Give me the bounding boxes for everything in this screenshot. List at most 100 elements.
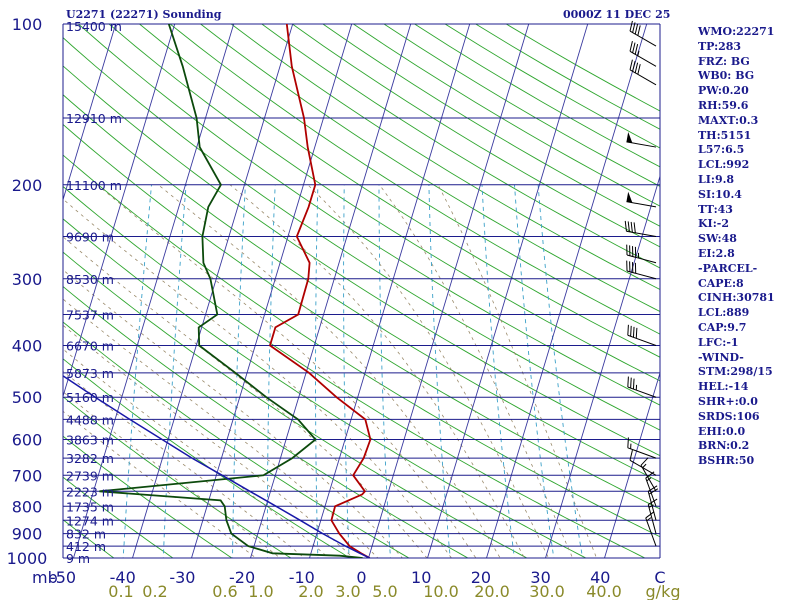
height-label: 3282 m [66,451,114,466]
wind-barb [645,511,657,547]
wind-barb-full [637,64,641,75]
pressure-unit-label: mb [32,568,58,587]
wind-barb-full [632,326,635,338]
stat-line: TH:5151 [698,128,752,142]
mixing-ratio-tick-label: 10.0 [423,582,459,600]
wind-barb [627,324,657,346]
mixing-ratio-tick-label: 3.0 [335,582,360,600]
mixing-ratio-line [266,184,276,558]
moist-adiabat [97,184,477,558]
temperature-tick-label: 0 [356,568,366,587]
stat-line: EHI:0.0 [698,424,746,438]
wind-barb [629,41,657,67]
wind-barb-full [632,42,636,53]
isobars [62,23,661,559]
temperature-tick-label: 20 [471,568,491,587]
wind-barb-staff [645,517,657,547]
height-label: 9 m [66,551,90,566]
parcel-path [63,375,371,558]
wind-barb-full [627,324,629,336]
height-label: 6670 m [66,339,114,354]
temperature-tick-label: -20 [229,568,255,587]
mixing-ratio-line [537,184,583,558]
dry-adiabat [63,154,660,538]
wind-barb-full [634,44,639,55]
pressure-tick-label: 200 [12,176,43,195]
mixing-ratio-tick-label: 0.6 [212,582,237,600]
temperature-tick-label: C [654,568,665,587]
stat-line: -PARCEL- [698,261,758,275]
stat-line: WB0: BG [698,69,755,83]
dry-adiabat [169,24,660,335]
wind-barb [627,376,657,398]
wind-barb-staff [627,334,657,346]
stat-line: LCL:889 [698,306,750,320]
stat-line: SRDS:106 [698,409,760,423]
mixing-ratio-line [428,184,451,558]
dewpoint-profile [99,24,363,558]
wind-barb-full [633,222,636,233]
dry-adiabat [63,123,660,510]
stat-line: PW:0.20 [698,84,749,98]
dry-adiabat [63,65,660,457]
stats-panel: WMO:22271 TP:283 FRZ: BG WB0: BG PW:0.20 RH:5… [698,25,798,469]
mixing-ratio-tick-label: 0.2 [142,582,167,600]
stat-line: BRN:0.2 [698,439,750,453]
wind-barb-staff [627,447,657,459]
wind-barb-staff [647,491,657,521]
pressure-tick-label: 600 [12,431,43,450]
stat-line: LCL:992 [698,158,750,172]
mixing-ratio-line [378,184,391,558]
dry-adiabat [63,358,351,558]
pressure-tick-label: 100 [12,15,43,34]
temperature-tick-label: -30 [169,568,195,587]
wind-barbs [624,20,659,547]
wind-barb-staff [645,477,657,507]
wind-barb-full [627,376,629,388]
moist-adiabat [63,391,281,558]
stat-line: CAPE:8 [698,276,744,290]
stat-line: -WIND- [698,350,744,364]
stat-line: TT:43 [698,202,733,216]
mixing-ratio-line [343,184,350,558]
temperature-tick-label: -40 [110,568,136,587]
moist-adiabat [63,348,330,558]
stat-line: SHR+:0.0 [698,394,758,408]
moist-adiabats [63,184,598,558]
pressure-tick-label: 800 [12,497,43,516]
stat-line: CINH:30781 [698,291,775,305]
isotherm [73,24,235,558]
wind-barb [624,220,657,237]
dry-adiabat [78,24,660,406]
pressure-tick-label: 300 [12,270,43,289]
stat-line: LI:9.8 [698,172,735,186]
height-label: 9690 m [66,229,114,244]
wind-barb-full [630,377,632,389]
moist-adiabat [229,184,525,558]
wind-barb-flag [626,191,633,203]
wind-barb-staff [629,459,657,476]
pressure-tick-label: 500 [12,388,43,407]
temperature-tick-label: -10 [289,568,315,587]
mixing-ratio-line [232,184,246,558]
dry-adiabat [63,321,410,558]
isotherm [63,24,176,398]
dry-adiabats [63,24,660,558]
wind-barb-full [632,61,636,72]
wind-barb-full [637,25,641,36]
height-label: 1735 m [66,499,114,514]
height-label: 11100 m [66,178,122,193]
sounding-profiles [63,24,372,558]
moist-adiabat [63,298,379,558]
wind-barb-full [634,62,639,73]
wind-barb [626,244,657,264]
wind-barb [626,132,657,148]
wind-barb [626,260,657,280]
wind-barb-full [634,23,639,35]
height-label: 412 m [66,539,106,554]
wind-barb [629,20,657,47]
pressure-tick-label: 700 [12,466,43,485]
wind-barb-staff [629,30,657,47]
dry-adiabat [63,476,174,558]
wind-barb-full [640,457,649,466]
